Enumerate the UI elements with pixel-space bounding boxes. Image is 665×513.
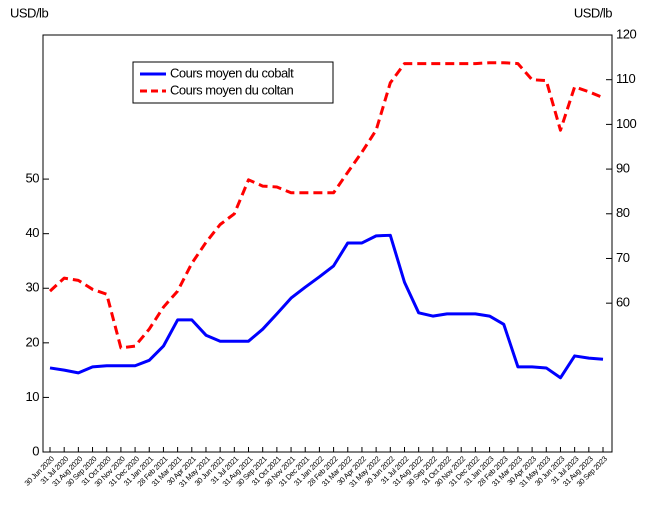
y2-tick-label: 60 xyxy=(616,295,630,310)
y2-tick-label: 110 xyxy=(616,71,635,86)
y-tick-label: 50 xyxy=(26,171,40,186)
series-line xyxy=(49,233,604,380)
y2-tick-label: 70 xyxy=(616,250,630,265)
y2-tick-label: 100 xyxy=(616,116,636,131)
series-line xyxy=(48,61,604,350)
legend-label: Cours moyen du coltan xyxy=(170,82,293,97)
legend-label: Cours moyen du cobalt xyxy=(170,65,294,80)
y2-axis-label: USD/lb xyxy=(574,5,612,20)
y-axis-label: USD/lb xyxy=(10,5,48,20)
y-tick-label: 10 xyxy=(26,389,40,404)
y-tick-label: 40 xyxy=(26,225,40,240)
y-tick-label: 30 xyxy=(26,280,40,295)
plot-frame xyxy=(42,34,613,453)
y-tick-label: 0 xyxy=(32,443,39,458)
legend-box xyxy=(132,61,334,104)
y2-tick-label: 80 xyxy=(616,205,630,220)
y2-tick-label: 120 xyxy=(616,26,636,41)
y-tick-label: 20 xyxy=(26,334,40,349)
y2-tick-label: 90 xyxy=(616,161,630,176)
